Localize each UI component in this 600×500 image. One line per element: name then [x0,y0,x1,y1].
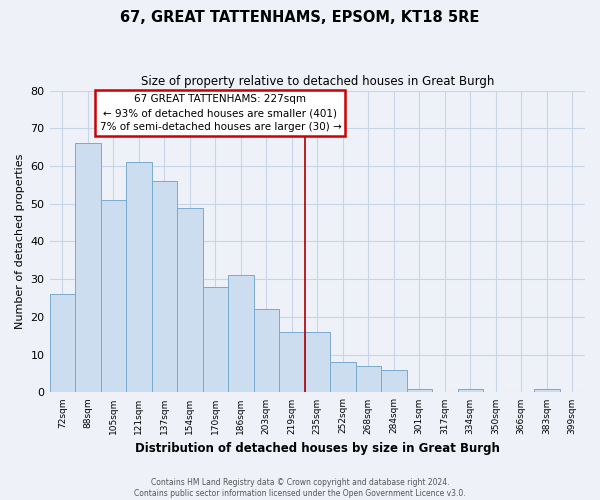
Bar [75,144,101,392]
Bar [152,181,177,392]
Bar [381,370,407,392]
Bar [356,366,381,392]
Bar [534,388,560,392]
Bar [126,162,152,392]
Bar [407,388,432,392]
Bar [330,362,356,392]
Bar [177,208,203,392]
Text: 67 GREAT TATTENHAMS: 227sqm
← 93% of detached houses are smaller (401)
7% of sem: 67 GREAT TATTENHAMS: 227sqm ← 93% of det… [100,94,341,132]
Y-axis label: Number of detached properties: Number of detached properties [15,154,25,329]
Title: Size of property relative to detached houses in Great Burgh: Size of property relative to detached ho… [140,75,494,88]
Bar [203,287,228,393]
X-axis label: Distribution of detached houses by size in Great Burgh: Distribution of detached houses by size … [135,442,500,455]
Text: 67, GREAT TATTENHAMS, EPSOM, KT18 5RE: 67, GREAT TATTENHAMS, EPSOM, KT18 5RE [121,10,479,25]
Bar [305,332,330,392]
Bar [254,310,279,392]
Bar [101,200,126,392]
Text: Contains HM Land Registry data © Crown copyright and database right 2024.
Contai: Contains HM Land Registry data © Crown c… [134,478,466,498]
Bar [279,332,305,392]
Bar [458,388,483,392]
Bar [50,294,75,392]
Bar [228,276,254,392]
